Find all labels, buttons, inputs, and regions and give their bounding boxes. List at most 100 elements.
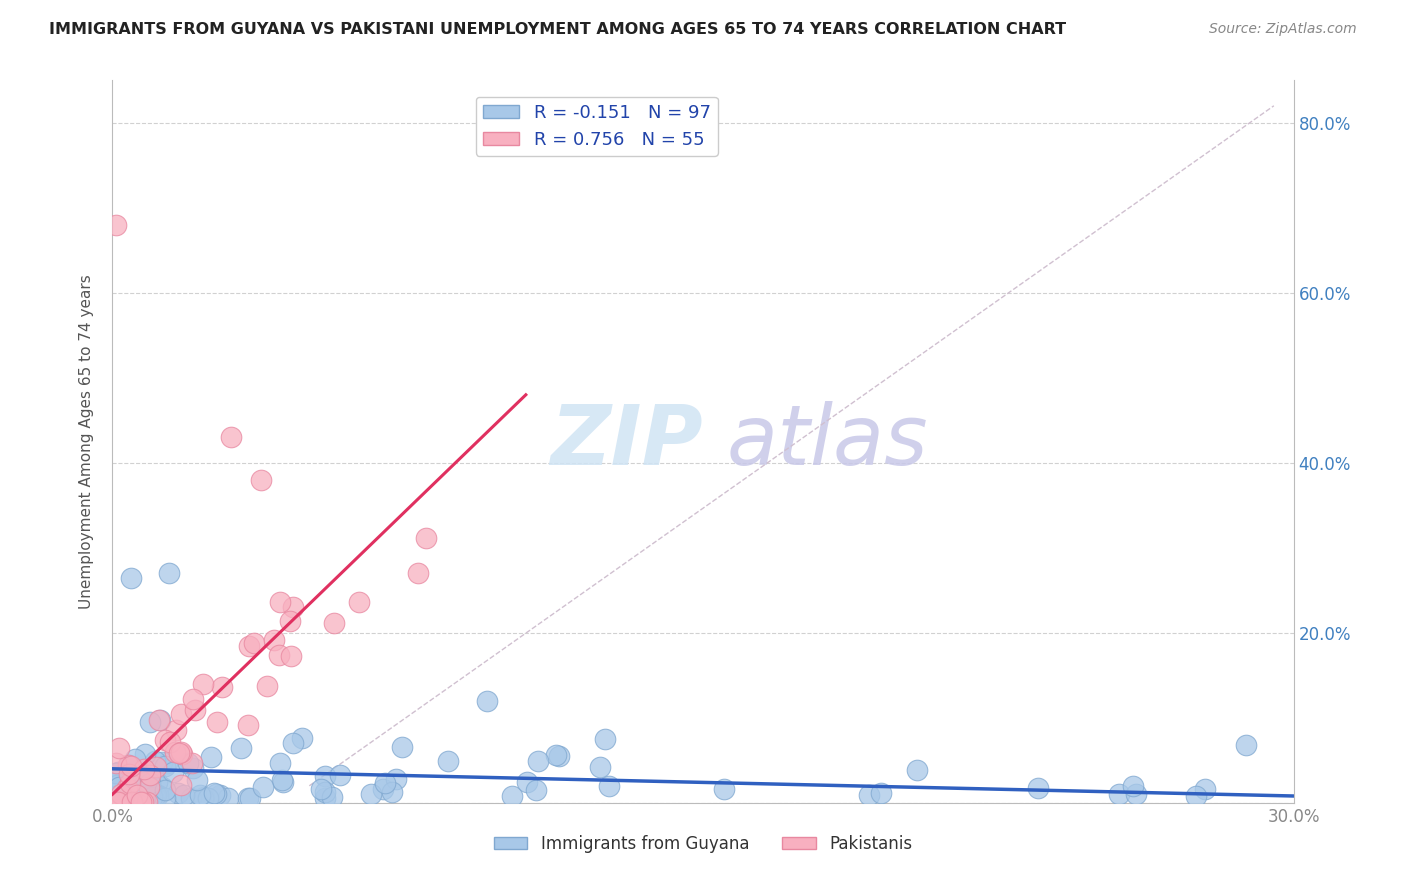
Point (217, 791, 239, 805)
Point (1194, 782, 1216, 797)
Point (381, 785, 404, 799)
Point (180, 790, 202, 805)
Text: ZIP: ZIP (550, 401, 703, 482)
Point (135, 780, 157, 794)
Point (197, 791, 219, 805)
Point (516, 775, 538, 789)
Point (150, 755, 173, 769)
Point (384, 772, 406, 786)
Point (191, 677, 214, 691)
Point (149, 713, 172, 727)
Point (139, 714, 162, 729)
Point (475, 694, 498, 708)
Point (118, 772, 141, 786)
Point (110, 787, 132, 801)
Point (589, 760, 612, 774)
Point (193, 790, 215, 805)
Point (117, 757, 139, 772)
Point (105, 756, 128, 771)
Point (1184, 789, 1206, 804)
Point (391, 740, 413, 755)
Point (269, 756, 291, 771)
Point (177, 756, 200, 771)
Point (314, 785, 336, 799)
Point (208, 788, 231, 802)
Point (347, 594, 370, 608)
Point (527, 754, 550, 768)
Point (321, 789, 343, 804)
Point (128, 779, 150, 793)
Point (138, 780, 160, 794)
Point (271, 775, 294, 789)
Point (713, 781, 735, 796)
Point (211, 680, 233, 694)
Point (148, 713, 170, 727)
Point (142, 769, 165, 783)
Point (105, 218, 128, 232)
Point (239, 790, 262, 805)
Point (1122, 779, 1144, 793)
Point (118, 757, 141, 772)
Point (134, 774, 156, 789)
Point (145, 760, 167, 774)
Text: IMMIGRANTS FROM GUYANA VS PAKISTANI UNEMPLOYMENT AMONG AGES 65 TO 74 YEARS CORRE: IMMIGRANTS FROM GUYANA VS PAKISTANI UNEM… (49, 22, 1066, 37)
Point (110, 795, 132, 809)
Point (238, 639, 260, 653)
Point (184, 702, 207, 716)
Point (153, 733, 176, 747)
Point (191, 790, 214, 805)
Point (162, 764, 184, 779)
Point (280, 648, 302, 663)
Point (598, 779, 620, 793)
Point (157, 566, 180, 581)
Point (108, 795, 131, 809)
Point (132, 762, 155, 776)
Point (165, 723, 187, 737)
Point (163, 745, 186, 759)
Point (267, 648, 290, 662)
Point (314, 791, 336, 805)
Text: atlas: atlas (727, 401, 928, 482)
Point (1234, 738, 1257, 752)
Point (127, 788, 149, 802)
Point (111, 788, 134, 802)
Text: Source: ZipAtlas.com: Source: ZipAtlas.com (1209, 22, 1357, 37)
Point (181, 761, 204, 775)
Point (143, 754, 166, 768)
Point (236, 791, 259, 805)
Point (243, 636, 266, 650)
Point (547, 748, 569, 763)
Point (256, 680, 278, 694)
Point (115, 790, 138, 805)
Point (1026, 781, 1049, 796)
Point (139, 776, 162, 790)
Point (170, 706, 193, 721)
Point (148, 788, 170, 802)
Point (1108, 787, 1130, 801)
Point (146, 775, 169, 789)
Point (120, 570, 142, 584)
Point (105, 778, 128, 792)
Point (907, 763, 929, 777)
Point (374, 776, 396, 790)
Point (329, 768, 352, 782)
Point (108, 740, 131, 755)
Point (124, 752, 146, 766)
Point (1125, 787, 1147, 801)
Point (205, 787, 228, 801)
Point (219, 430, 242, 444)
Point (269, 595, 291, 609)
Point (593, 731, 616, 746)
Point (105, 795, 128, 809)
Point (323, 616, 346, 631)
Point (181, 692, 204, 706)
Point (524, 783, 547, 797)
Point (371, 782, 394, 797)
Point (186, 772, 208, 787)
Point (869, 786, 891, 800)
Point (166, 786, 188, 800)
Point (134, 747, 156, 761)
Point (169, 745, 191, 759)
Point (105, 789, 128, 803)
Point (205, 714, 228, 729)
